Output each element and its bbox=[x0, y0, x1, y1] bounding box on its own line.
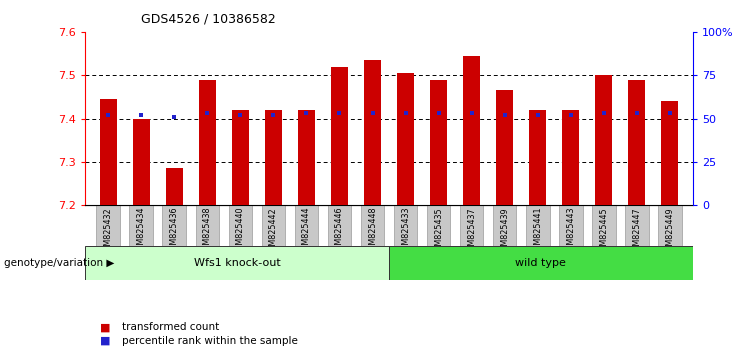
Text: GSM825444: GSM825444 bbox=[302, 207, 311, 256]
FancyBboxPatch shape bbox=[393, 205, 417, 246]
Text: transformed count: transformed count bbox=[122, 322, 219, 332]
Bar bbox=[100, 99, 116, 205]
Bar bbox=[298, 110, 315, 205]
Text: GSM825445: GSM825445 bbox=[599, 207, 608, 256]
Bar bbox=[397, 73, 413, 205]
FancyBboxPatch shape bbox=[526, 205, 550, 246]
FancyBboxPatch shape bbox=[196, 205, 219, 246]
FancyBboxPatch shape bbox=[658, 205, 682, 246]
Text: GSM825439: GSM825439 bbox=[500, 207, 509, 256]
Bar bbox=[596, 75, 612, 205]
Text: Wfs1 knock-out: Wfs1 knock-out bbox=[193, 258, 281, 268]
Bar bbox=[133, 119, 150, 205]
Text: ■: ■ bbox=[100, 322, 110, 332]
Text: GSM825448: GSM825448 bbox=[368, 207, 377, 256]
FancyBboxPatch shape bbox=[592, 205, 616, 246]
Bar bbox=[265, 110, 282, 205]
FancyBboxPatch shape bbox=[459, 205, 483, 246]
FancyBboxPatch shape bbox=[559, 205, 582, 246]
FancyBboxPatch shape bbox=[262, 205, 285, 246]
Text: GSM825437: GSM825437 bbox=[467, 207, 476, 256]
Text: genotype/variation ▶: genotype/variation ▶ bbox=[4, 258, 114, 268]
Text: GDS4526 / 10386582: GDS4526 / 10386582 bbox=[141, 12, 276, 25]
FancyBboxPatch shape bbox=[130, 205, 153, 246]
Text: GSM825443: GSM825443 bbox=[566, 207, 575, 256]
Text: GSM825436: GSM825436 bbox=[170, 207, 179, 256]
Bar bbox=[463, 56, 480, 205]
FancyBboxPatch shape bbox=[361, 205, 385, 246]
FancyBboxPatch shape bbox=[85, 246, 389, 280]
FancyBboxPatch shape bbox=[427, 205, 451, 246]
Text: GSM825447: GSM825447 bbox=[632, 207, 641, 256]
Text: GSM825434: GSM825434 bbox=[137, 207, 146, 256]
Bar bbox=[662, 101, 678, 205]
Text: GSM825449: GSM825449 bbox=[665, 207, 674, 256]
Bar bbox=[431, 80, 447, 205]
Bar bbox=[199, 80, 216, 205]
Bar bbox=[628, 80, 645, 205]
Text: ■: ■ bbox=[100, 336, 110, 346]
Bar bbox=[365, 60, 381, 205]
Text: GSM825440: GSM825440 bbox=[236, 207, 245, 256]
Bar bbox=[232, 110, 249, 205]
Text: GSM825442: GSM825442 bbox=[269, 207, 278, 256]
FancyBboxPatch shape bbox=[625, 205, 648, 246]
Bar bbox=[331, 67, 348, 205]
Bar bbox=[496, 90, 513, 205]
FancyBboxPatch shape bbox=[228, 205, 252, 246]
FancyBboxPatch shape bbox=[295, 205, 319, 246]
FancyBboxPatch shape bbox=[162, 205, 186, 246]
FancyBboxPatch shape bbox=[328, 205, 351, 246]
FancyBboxPatch shape bbox=[389, 246, 693, 280]
Text: GSM825446: GSM825446 bbox=[335, 207, 344, 256]
FancyBboxPatch shape bbox=[96, 205, 120, 246]
Text: GSM825435: GSM825435 bbox=[434, 207, 443, 256]
Text: GSM825438: GSM825438 bbox=[203, 207, 212, 256]
FancyBboxPatch shape bbox=[493, 205, 516, 246]
Text: wild type: wild type bbox=[516, 258, 566, 268]
Text: GSM825441: GSM825441 bbox=[533, 207, 542, 256]
Text: percentile rank within the sample: percentile rank within the sample bbox=[122, 336, 298, 346]
Bar bbox=[166, 169, 182, 205]
Bar bbox=[529, 110, 546, 205]
Text: GSM825432: GSM825432 bbox=[104, 207, 113, 256]
Text: GSM825433: GSM825433 bbox=[401, 207, 410, 256]
Bar bbox=[562, 110, 579, 205]
